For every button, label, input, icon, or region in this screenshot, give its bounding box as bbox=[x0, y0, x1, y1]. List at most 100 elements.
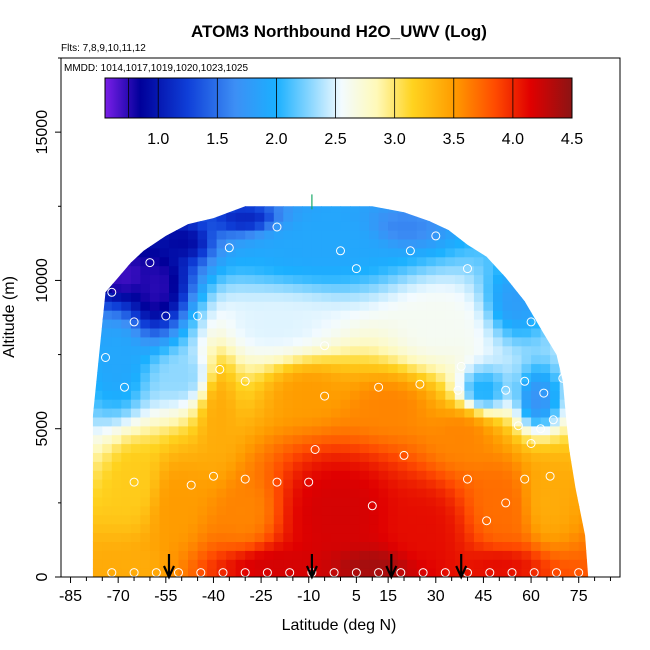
heat-cell bbox=[512, 336, 523, 347]
heat-cell bbox=[245, 434, 256, 445]
heat-cell bbox=[445, 265, 456, 276]
heat-cell bbox=[331, 238, 342, 249]
heat-cell bbox=[264, 559, 275, 569]
heat-cell bbox=[283, 292, 294, 302]
heat-cell bbox=[149, 363, 160, 373]
heat-cell bbox=[273, 238, 284, 249]
heat-cell bbox=[140, 470, 151, 480]
heat-cell bbox=[302, 408, 313, 418]
heat-cell bbox=[121, 470, 132, 480]
heat-cell bbox=[426, 559, 437, 569]
heat-cell bbox=[235, 247, 246, 258]
x-tick-label: -40 bbox=[202, 588, 225, 605]
heat-cell bbox=[197, 363, 208, 373]
heat-cell bbox=[188, 399, 199, 409]
heat-cell bbox=[502, 488, 513, 498]
heat-cell bbox=[254, 514, 265, 525]
heat-cell bbox=[292, 283, 303, 293]
heat-cell bbox=[445, 434, 456, 445]
heat-cell bbox=[207, 523, 218, 534]
heat-cell bbox=[340, 390, 351, 400]
heat-cell bbox=[283, 443, 294, 453]
heat-cell bbox=[502, 283, 513, 293]
heat-cell bbox=[331, 310, 342, 320]
heat-cell bbox=[197, 256, 208, 267]
heat-cell bbox=[512, 381, 523, 391]
heat-cell bbox=[321, 336, 332, 347]
heat-cell bbox=[121, 345, 132, 356]
heat-cell bbox=[445, 479, 456, 489]
heat-cell bbox=[502, 399, 513, 409]
heat-cell bbox=[102, 541, 113, 551]
heat-cell bbox=[369, 416, 380, 427]
heat-cell bbox=[416, 274, 427, 284]
heat-cell bbox=[188, 568, 199, 578]
heat-cell bbox=[159, 310, 170, 320]
heat-cell bbox=[445, 256, 456, 267]
heat-cell bbox=[493, 363, 504, 373]
heat-cell bbox=[102, 345, 113, 356]
heat-cell bbox=[407, 452, 418, 462]
heat-cell bbox=[483, 390, 494, 400]
heat-cell bbox=[473, 256, 484, 267]
heat-cell bbox=[359, 310, 370, 320]
heat-cell bbox=[331, 221, 342, 231]
sample-point bbox=[405, 246, 415, 256]
heat-cell bbox=[302, 532, 313, 542]
heat-cell bbox=[273, 274, 284, 284]
heat-cell bbox=[445, 496, 456, 507]
heat-cell bbox=[454, 416, 465, 427]
heat-cell bbox=[302, 381, 313, 391]
heat-cell bbox=[302, 230, 313, 240]
heat-cell bbox=[435, 327, 446, 338]
heat-cell bbox=[111, 470, 122, 480]
heat-cell bbox=[531, 425, 542, 436]
heat-cell bbox=[216, 425, 227, 436]
heat-cell bbox=[426, 221, 437, 231]
heat-cell bbox=[302, 505, 313, 516]
heat-cell bbox=[140, 452, 151, 462]
heat-cell bbox=[140, 532, 151, 542]
heat-cell bbox=[435, 283, 446, 293]
heat-cell bbox=[207, 461, 218, 471]
heat-cell bbox=[245, 479, 256, 489]
heat-cell bbox=[407, 310, 418, 320]
heat-cell bbox=[169, 345, 180, 356]
heat-cell bbox=[493, 434, 504, 445]
heat-cell bbox=[426, 274, 437, 284]
heat-cell bbox=[207, 479, 218, 489]
heat-cell bbox=[483, 310, 494, 320]
heat-cell bbox=[178, 319, 189, 329]
heat-cell bbox=[512, 488, 523, 498]
heat-cell bbox=[245, 505, 256, 516]
heat-cell bbox=[140, 247, 151, 258]
x-axis-label: Latitude (deg N) bbox=[282, 617, 397, 634]
heat-cell bbox=[493, 301, 504, 311]
heat-cell bbox=[130, 443, 141, 453]
heat-cell bbox=[378, 230, 389, 240]
heat-cell bbox=[188, 550, 199, 560]
heat-cell bbox=[254, 292, 265, 302]
heat-cell bbox=[397, 221, 408, 231]
heat-cell bbox=[340, 336, 351, 347]
heat-cell bbox=[264, 256, 275, 267]
heat-cell bbox=[483, 354, 494, 365]
heat-cell bbox=[331, 496, 342, 507]
heat-cell bbox=[378, 532, 389, 542]
heat-cell bbox=[178, 292, 189, 302]
heat-cell bbox=[321, 212, 332, 222]
heat-cell bbox=[407, 363, 418, 373]
heat-cell bbox=[292, 559, 303, 569]
heat-cell bbox=[454, 372, 465, 382]
heat-cell bbox=[388, 265, 399, 276]
heat-cell bbox=[111, 327, 122, 338]
heat-cell bbox=[245, 230, 256, 240]
heat-cell bbox=[197, 479, 208, 489]
heat-cell bbox=[102, 559, 113, 569]
heat-cell bbox=[92, 523, 103, 534]
sample-point bbox=[320, 341, 330, 351]
heat-cell bbox=[130, 479, 141, 489]
heat-cell bbox=[435, 470, 446, 480]
heat-cell bbox=[550, 443, 561, 453]
heat-cell bbox=[550, 434, 561, 445]
